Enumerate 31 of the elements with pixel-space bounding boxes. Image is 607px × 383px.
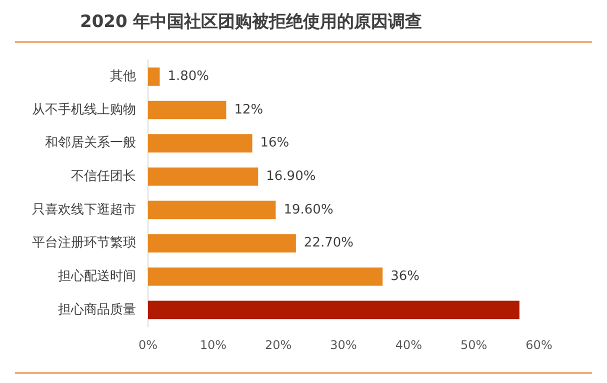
- data-label: 16%: [260, 136, 290, 151]
- data-label: 36%: [390, 268, 420, 284]
- data-label: 22.70%: [304, 236, 354, 251]
- x-tick-label: 0%: [138, 338, 158, 352]
- y-tick-label: 和邻居关系一般: [45, 136, 136, 151]
- y-tick-label: 不信任团长: [71, 169, 136, 184]
- bar: [148, 300, 520, 320]
- x-tick-label: 10%: [200, 338, 227, 352]
- y-tick-label: 从不手机线上购物: [32, 102, 136, 118]
- data-label: 19.60%: [284, 202, 334, 218]
- bar: [148, 234, 296, 252]
- y-tick-label: 担心商品质量: [58, 301, 136, 318]
- bar: [148, 200, 276, 220]
- y-tick-label: 只喜欢线下逛超市: [32, 202, 136, 218]
- x-tick-label: 40%: [395, 338, 422, 352]
- x-tick-label: 30%: [330, 338, 357, 352]
- chart-title: 2020 年中国社区团购被拒绝使用的原因调查: [80, 11, 422, 33]
- bar: [148, 267, 383, 286]
- bar: [148, 68, 160, 86]
- bar: [148, 100, 226, 120]
- bar: [148, 134, 252, 152]
- x-tick-label: 60%: [526, 338, 552, 352]
- bar: [148, 167, 258, 186]
- y-tick-label: 其他: [110, 69, 136, 84]
- x-tick-label: 50%: [460, 338, 488, 352]
- x-tick-label: 20%: [264, 338, 292, 352]
- y-tick-label: 担心配送时间: [58, 268, 136, 284]
- data-label: 16.90%: [266, 169, 316, 184]
- data-label: 1.80%: [168, 69, 210, 84]
- data-label: 12%: [234, 102, 264, 118]
- y-tick-label: 平台注册环节繁琐: [32, 236, 136, 251]
